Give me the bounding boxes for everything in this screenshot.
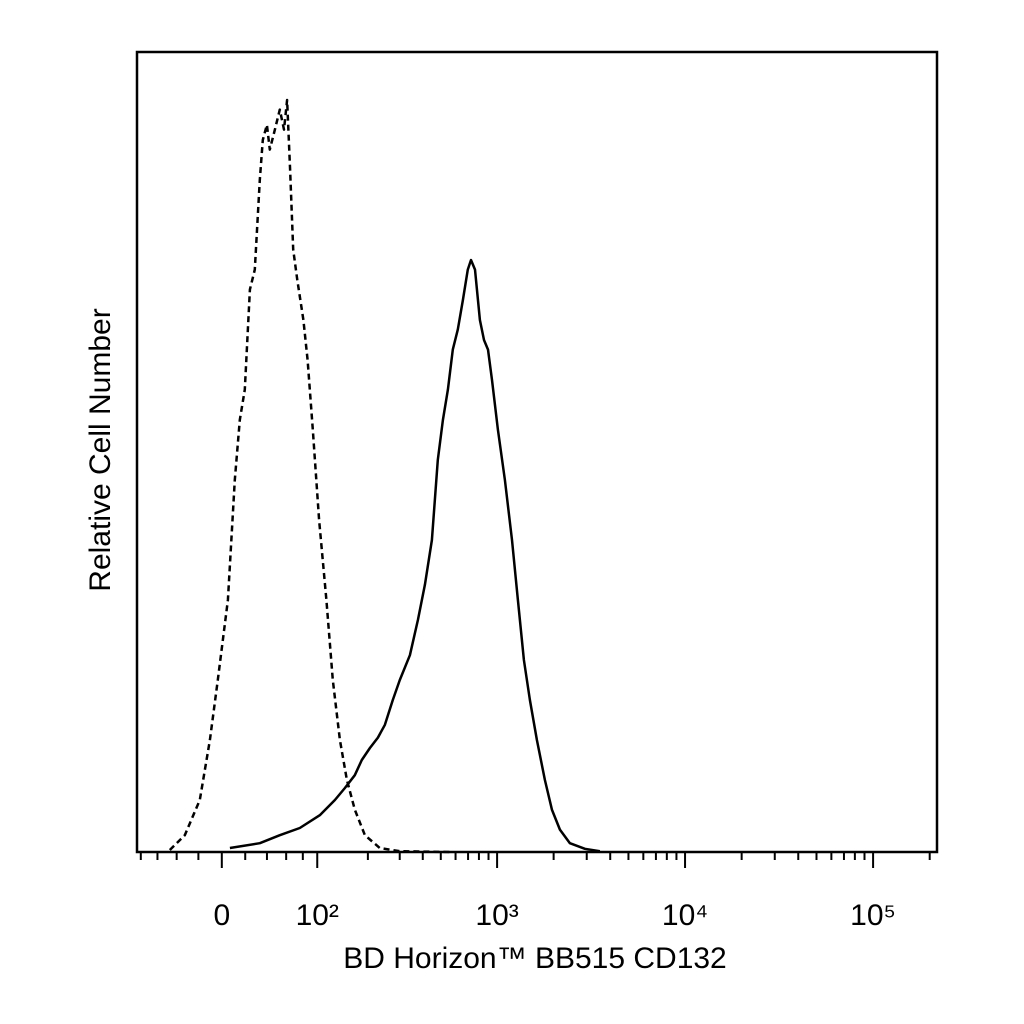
x-axis-title: BD Horizon™ BB515 CD132 [343,942,727,975]
plot-frame [135,50,939,854]
x-tick-label: 10³ [475,899,518,932]
x-tick-label: 0 [213,899,230,932]
histogram-line [168,98,450,854]
histogram-line [229,258,601,853]
y-axis-title: Relative Cell Number [84,308,117,591]
x-tick-label: 10⁵ [850,899,896,932]
x-tick-label: 10⁴ [662,899,708,932]
x-tick-label: 10² [296,899,339,932]
